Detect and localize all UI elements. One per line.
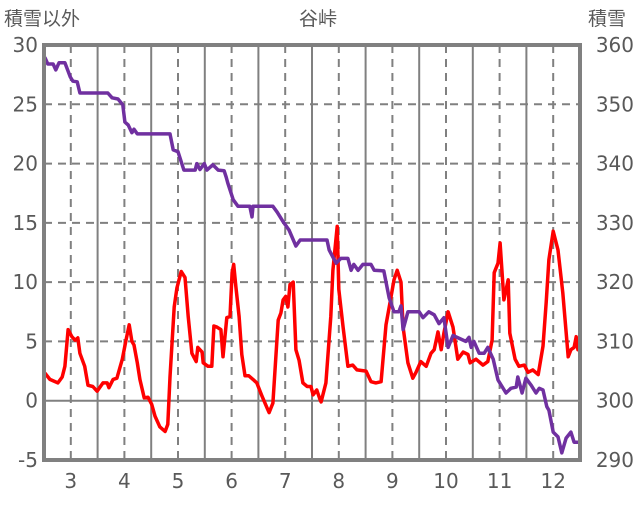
x-tick-label: 9 bbox=[386, 469, 399, 493]
chart-title: 谷峠 bbox=[299, 8, 337, 30]
left-y-tick-label: -5 bbox=[18, 448, 38, 472]
x-tick-label: 11 bbox=[487, 469, 512, 493]
right-y-tick-label: 320 bbox=[596, 270, 634, 294]
right-y-tick-label: 350 bbox=[596, 92, 634, 116]
right-y-tick-label: 360 bbox=[596, 33, 634, 57]
left-y-tick-label: 15 bbox=[13, 211, 38, 235]
series-lines bbox=[43, 56, 580, 455]
x-tick-label: 6 bbox=[225, 469, 238, 493]
left-y-tick-label: 0 bbox=[25, 389, 38, 413]
plot-frame bbox=[42, 43, 582, 462]
left-y-tick-label: 25 bbox=[13, 92, 38, 116]
left-axis-label: 積雪以外 bbox=[4, 8, 80, 30]
x-tick-label: 10 bbox=[433, 469, 458, 493]
series-line-snow-depth bbox=[43, 56, 580, 455]
x-tick-label: 8 bbox=[332, 469, 345, 493]
tick-labels: 3 4 5 6 7 8 9 10 11 12 -5 0 5 10 15 20 25 30 290 300 310 320 3… bbox=[13, 33, 634, 493]
x-tick-label: 5 bbox=[172, 469, 185, 493]
right-y-tick-label: 290 bbox=[596, 448, 634, 472]
left-y-tick-label: 20 bbox=[13, 152, 38, 176]
x-tick-label: 3 bbox=[64, 469, 77, 493]
right-axis-label: 積雪 bbox=[588, 8, 626, 30]
x-tick-label: 7 bbox=[279, 469, 292, 493]
left-y-tick-label: 5 bbox=[25, 329, 38, 353]
left-y-tick-label: 10 bbox=[13, 270, 38, 294]
x-tick-label: 12 bbox=[540, 469, 565, 493]
left-y-tick-label: 30 bbox=[13, 33, 38, 57]
right-y-tick-label: 340 bbox=[596, 152, 634, 176]
right-y-tick-label: 310 bbox=[596, 329, 634, 353]
x-tick-label: 4 bbox=[118, 469, 131, 493]
right-y-tick-label: 300 bbox=[596, 389, 634, 413]
right-y-tick-label: 330 bbox=[596, 211, 634, 235]
